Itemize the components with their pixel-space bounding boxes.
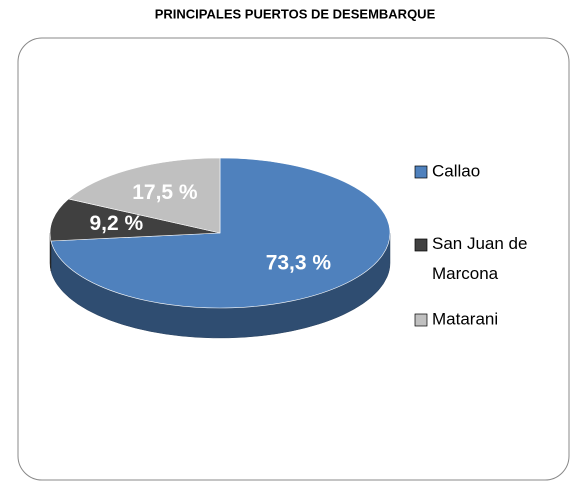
chart-title: PRINCIPALES PUERTOS DE DESEMBARQUE <box>155 6 436 21</box>
data-label: 17,5 % <box>132 181 198 204</box>
legend-label: Matarani <box>432 309 498 328</box>
legend-label: Callao <box>432 161 480 180</box>
legend-swatch <box>414 165 428 179</box>
legend-swatch <box>414 313 428 327</box>
pie-slice <box>50 157 391 309</box>
pie-slice <box>49 198 221 242</box>
data-label: 9,2 % <box>89 212 143 235</box>
pie-slice <box>67 157 221 234</box>
legend-swatch <box>414 238 428 252</box>
legend-label: San Juan de Marcona <box>432 234 532 283</box>
data-label: 73,3 % <box>266 252 332 275</box>
